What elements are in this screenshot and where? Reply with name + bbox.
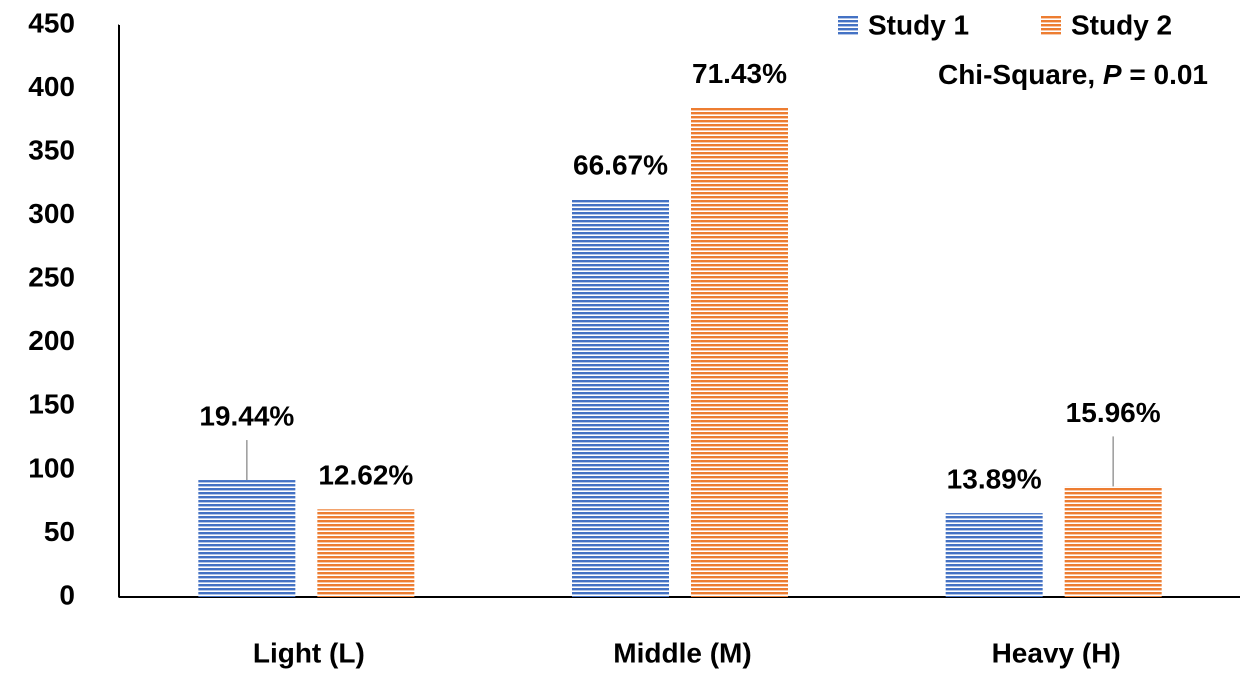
data-label: 66.67% bbox=[573, 150, 668, 181]
y-tick-label: 450 bbox=[28, 7, 75, 38]
x-tick-label: Heavy (H) bbox=[992, 637, 1121, 668]
data-label: 15.96% bbox=[1066, 397, 1161, 428]
x-tick-label: Light (L) bbox=[253, 637, 365, 668]
y-tick-label: 0 bbox=[59, 579, 75, 610]
bar bbox=[691, 107, 788, 597]
data-label: 19.44% bbox=[199, 400, 294, 431]
bar bbox=[945, 513, 1043, 597]
y-tick-label: 150 bbox=[28, 389, 75, 420]
y-tick-label: 400 bbox=[28, 71, 75, 102]
y-tick-label: 250 bbox=[28, 262, 75, 293]
x-tick-label: Middle (M) bbox=[613, 637, 751, 668]
y-tick-label: 350 bbox=[28, 135, 75, 166]
legend-swatch bbox=[838, 16, 858, 36]
y-tick-label: 50 bbox=[44, 516, 75, 547]
data-label: 12.62% bbox=[318, 460, 413, 491]
y-tick-label: 100 bbox=[28, 452, 75, 483]
data-label: 71.43% bbox=[692, 58, 787, 89]
data-label: 13.89% bbox=[947, 463, 1042, 494]
bar bbox=[317, 509, 415, 597]
bar bbox=[572, 199, 669, 598]
bar bbox=[1064, 486, 1162, 597]
annotation: Chi-Square, P = 0.01 bbox=[938, 59, 1208, 90]
y-tick-label: 300 bbox=[28, 198, 75, 229]
bar bbox=[198, 480, 296, 597]
y-tick-label: 200 bbox=[28, 325, 75, 356]
legend-label: Study 1 bbox=[868, 9, 969, 40]
legend-label: Study 2 bbox=[1071, 9, 1172, 40]
legend-swatch bbox=[1041, 16, 1061, 36]
